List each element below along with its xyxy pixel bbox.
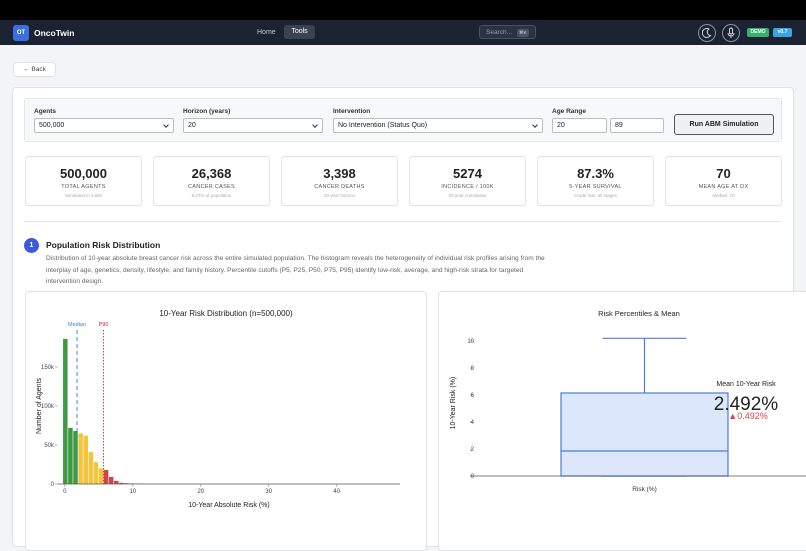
page: OncoTwin {"header":{"logo":"OT","brand":… [0,0,806,524]
y-axis-label: 10-Year Risk (%) [450,377,457,430]
charts: 10-Year Risk Distribution (n=500,000)Num… [0,0,806,524]
y-tick-label: 0 [51,482,55,488]
histogram-bar [89,452,93,484]
histogram-bar [68,428,72,484]
x-tick-label: 10 [129,489,136,495]
x-tick-label: Risk (%) [632,486,657,493]
body: OT OncoTwin Home Tools Search... ⌘K DEMO… [0,0,806,524]
histogram-bar [94,462,98,484]
histogram-bar [63,339,67,484]
y-tick-label: 0 [471,474,475,480]
y-tick-label: 100k [41,404,55,410]
chart-title: Risk Percentiles & Mean [598,309,680,318]
histogram-bar [109,477,113,484]
x-tick-label: 20 [197,489,204,495]
indicator-delta: ▲0.492% [728,411,767,421]
y-tick-label: 150k [41,365,55,371]
histogram-bar [78,433,82,484]
y-tick-label: 8 [471,366,475,372]
x-tick-label: 30 [265,489,272,495]
y-tick-label: 6 [471,393,475,399]
histogram-bar [99,468,103,484]
y-tick-label: 2 [471,447,475,453]
y-tick-label: 50k [44,443,55,449]
histogram-bar [114,481,118,484]
chart-title: 10-Year Risk Distribution (n=500,000) [159,309,293,318]
x-axis-label: 10-Year Absolute Risk (%) [188,502,269,509]
histogram-bar [104,470,108,484]
x-tick-label: 40 [333,489,340,495]
box [561,393,728,476]
histogram-bar [83,436,87,484]
y-tick-label: 4 [471,420,475,426]
indicator-title: Mean 10-Year Risk [716,381,776,388]
x-tick-label: 0 [63,489,67,495]
y-tick-label: 10 [467,339,474,345]
reference-label: P90 [99,322,109,328]
reference-label: Median [68,322,86,328]
